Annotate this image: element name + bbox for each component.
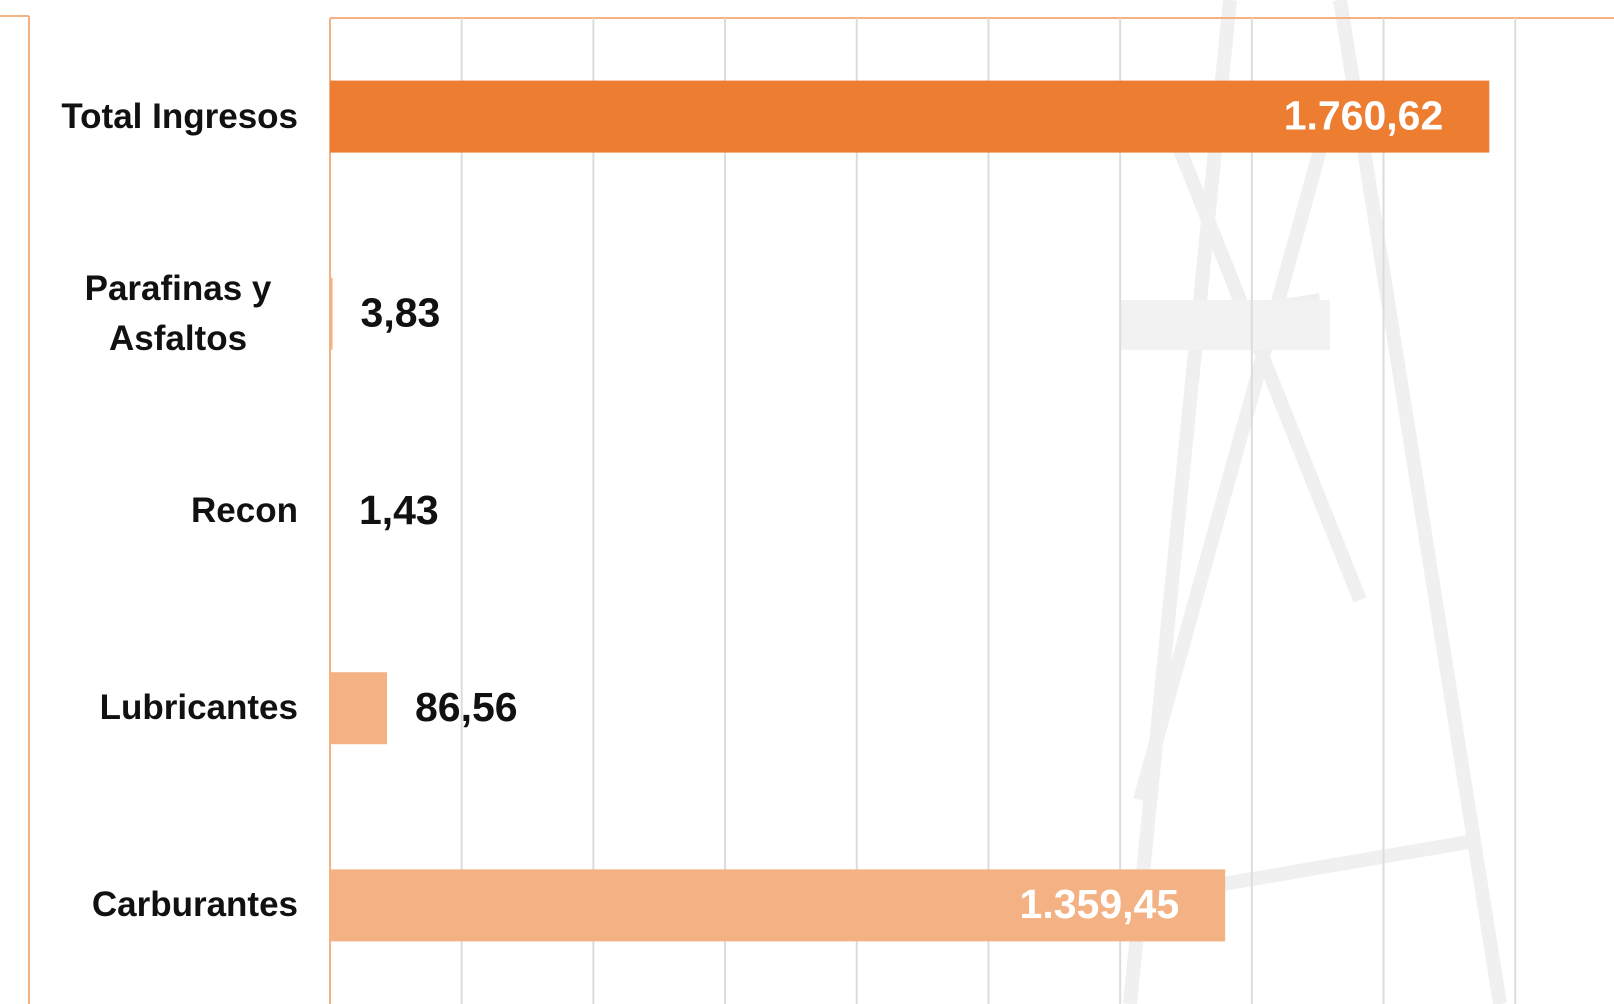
category-text: Total Ingresos [61,92,298,142]
category-label: Carburantes [20,880,298,930]
category-label: Recon [20,486,298,536]
bars: 1.760,62 3,83 1,43 86,56 1.359,45 [330,81,1489,942]
bar [330,475,331,547]
category-text: Parafinas y Asfaltos [58,264,298,364]
category-text: Lubricantes [100,683,298,733]
grid [330,18,1515,1004]
category-text: Recon [191,486,298,536]
category-label: Parafinas y Asfaltos [20,264,298,364]
category-label: Total Ingresos [20,92,298,142]
bar [330,278,333,350]
category-label: Lubricantes [20,683,298,733]
value-label: 1.359,45 [1020,881,1180,927]
value-label: 86,56 [415,684,518,730]
value-label: 3,83 [361,290,441,336]
bar [330,672,387,744]
page: {"chart_data": {"type": "hbar", "categor… [0,0,1614,1004]
value-label: 1,43 [359,487,439,533]
category-text: Carburantes [92,880,298,930]
value-label: 1.760,62 [1284,92,1444,138]
